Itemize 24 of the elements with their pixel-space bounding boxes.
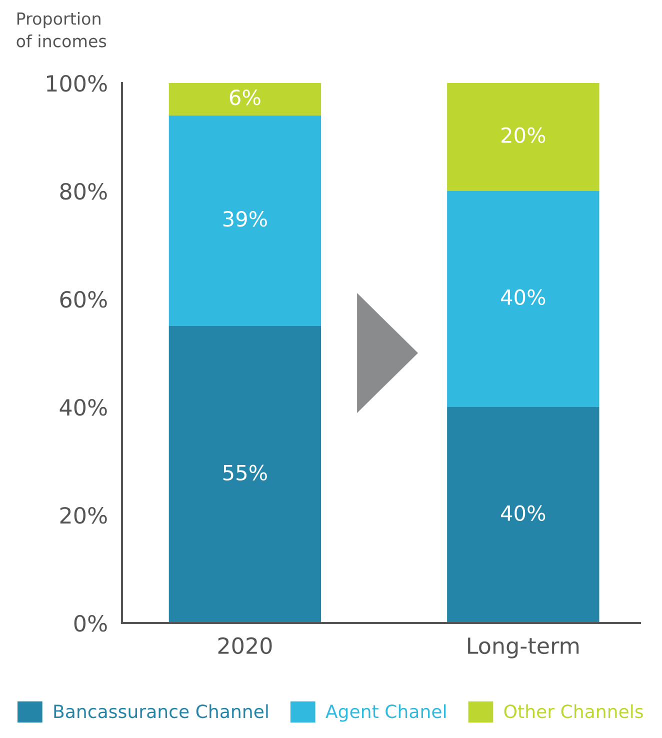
y-tick-label: 40% (60, 398, 107, 416)
y-tick-label: 80% (60, 182, 107, 200)
legend-label: Agent Chanel (326, 704, 446, 722)
bar (447, 191, 600, 407)
y-tick-label: 20% (60, 506, 107, 524)
bar (168, 326, 322, 623)
data-label: 40% (501, 505, 546, 522)
data-label: 20% (502, 127, 546, 144)
data-label: 6% (230, 89, 260, 106)
data-label: 55% (223, 464, 267, 481)
bar (447, 407, 600, 623)
bar (168, 115, 322, 326)
y-tick-label: 60% (60, 290, 107, 308)
data-label: 39% (223, 210, 267, 227)
x-tick-label: Long-term (468, 638, 579, 658)
y-axis-title: Proportion of incomes (16, 12, 106, 48)
data-label: 40% (501, 289, 546, 306)
legend-label: Other Channels (504, 704, 643, 718)
x-tick-label: 2020 (218, 637, 272, 654)
legend-label: Bancassurance Channel (54, 704, 268, 718)
bar (447, 83, 600, 191)
bar (168, 83, 322, 116)
y-tick-label: 100% (47, 74, 107, 92)
y-tick-label: 0% (74, 614, 107, 632)
